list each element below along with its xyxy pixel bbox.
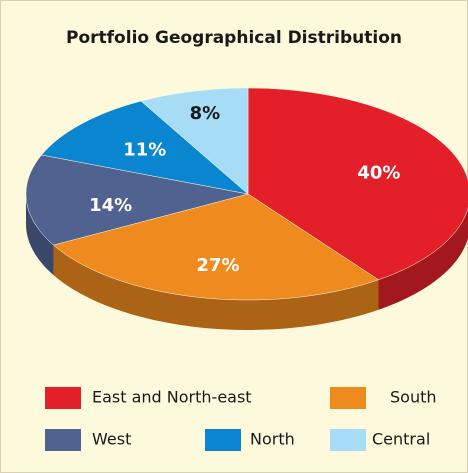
slice <box>247 87 468 281</box>
slice <box>52 193 380 301</box>
legend-swatch <box>45 429 81 451</box>
legend-swatch <box>330 387 366 409</box>
slice-side <box>378 208 468 310</box>
chart-title: Portfolio Geographical Distribution <box>66 28 402 48</box>
slice-side <box>26 194 54 276</box>
legend-swatch <box>205 429 241 451</box>
data-label: 40% <box>357 163 400 184</box>
slice <box>41 100 249 195</box>
slice <box>25 154 249 246</box>
legend-label: North <box>250 430 295 449</box>
data-label: 27% <box>196 255 239 276</box>
data-label: 14% <box>89 195 132 216</box>
legend-label: East and North-east <box>92 388 252 407</box>
legend-swatch <box>45 387 81 409</box>
legend-label: South <box>390 388 437 407</box>
slice <box>140 87 249 195</box>
data-label: 8% <box>190 103 221 124</box>
legend-swatch <box>330 429 366 451</box>
legend-label: West <box>92 430 131 449</box>
data-label: 11% <box>123 140 166 161</box>
slice-side <box>53 245 379 330</box>
legend-label: Central <box>372 430 430 449</box>
